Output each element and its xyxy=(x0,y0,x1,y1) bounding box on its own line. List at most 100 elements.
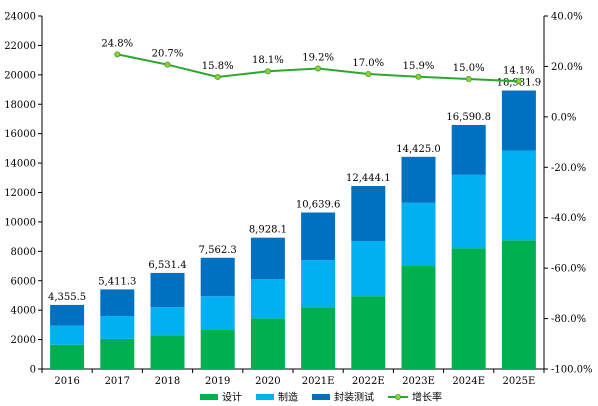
y-left-tick-label: 8000 xyxy=(11,247,36,258)
bar-segment xyxy=(351,296,386,369)
bar-segment xyxy=(200,330,235,369)
growth-rate-label: 24.8% xyxy=(101,38,133,49)
growth-rate-point xyxy=(515,78,522,85)
y-left-tick-label: 4000 xyxy=(11,306,36,317)
bar-segment xyxy=(50,325,85,345)
legend-label: 封装测试 xyxy=(334,391,374,404)
bar-segment xyxy=(401,266,436,369)
bar-segment xyxy=(501,240,536,369)
growth-rate-label: 18.1% xyxy=(252,55,284,66)
growth-rate-point xyxy=(415,73,422,80)
bar-segment xyxy=(401,156,436,203)
legend-label: 增长率 xyxy=(412,391,442,404)
bar-total-label: 4,355.5 xyxy=(48,292,86,303)
bar-segment xyxy=(100,338,135,369)
y-left-tick-label: 22000 xyxy=(4,41,36,52)
y-right-tick-label: 40.0% xyxy=(551,12,583,23)
x-tick-label: 2025E xyxy=(503,376,536,387)
y-right-tick-label: -40.0% xyxy=(551,213,586,224)
bar-total-label: 14,425.0 xyxy=(396,144,441,155)
y-left-tick-label: 24000 xyxy=(4,12,36,23)
total-labels: 4,355.5 5,411.3 6,531.4 7,562.3 8,928.1 10,63… xyxy=(48,78,541,303)
y-left-tick-label: 16000 xyxy=(4,129,36,140)
bar-segment xyxy=(150,272,185,308)
bar-segment xyxy=(250,318,285,369)
legend-label: 设计 xyxy=(222,391,242,404)
x-tick-label: 2022E xyxy=(352,376,385,387)
bar-total-label: 10,639.6 xyxy=(296,200,341,211)
bar-segment xyxy=(351,241,386,297)
growth-rate-label: 15.9% xyxy=(403,61,435,72)
bar-segment xyxy=(401,202,436,267)
x-tick-label: 2021E xyxy=(302,376,335,387)
bar-total-label: 12,444.1 xyxy=(346,173,391,184)
x-tick-label: 2019 xyxy=(205,376,230,387)
legend-swatch xyxy=(200,394,218,400)
growth-rate-label: 15.0% xyxy=(453,63,485,74)
bar-segment xyxy=(150,335,185,369)
axes: 0 2000 4000 6000 8000 10000 12000 14000 16000 180… xyxy=(4,12,592,388)
legend: 设计 制造 封装测试 增长率 xyxy=(200,391,442,404)
bar-segment xyxy=(451,174,486,249)
y-left-tick-label: 10000 xyxy=(4,217,36,228)
legend-swatch xyxy=(312,394,330,400)
bar-total-label: 8,928.1 xyxy=(249,225,287,236)
growth-rate-point xyxy=(465,76,472,83)
growth-rate-point xyxy=(315,65,322,72)
legend-line-marker xyxy=(394,393,401,400)
y-right-tick-label: -60.0% xyxy=(551,264,586,275)
y-left-tick-label: 6000 xyxy=(11,276,36,287)
growth-rate-point xyxy=(114,51,121,58)
x-tick-label: 2023E xyxy=(402,376,435,387)
growth-rate-label: 17.0% xyxy=(352,58,384,69)
y-left-tick-label: 12000 xyxy=(4,188,36,199)
bars xyxy=(50,90,536,369)
bar-segment xyxy=(351,185,386,242)
bar-segment xyxy=(451,248,486,369)
bar-segment xyxy=(451,124,486,175)
growth-rate-point xyxy=(214,74,221,81)
growth-rate-label: 20.7% xyxy=(152,49,184,60)
y-right-tick-label: 20.0% xyxy=(551,62,583,73)
bar-segment xyxy=(301,212,336,261)
bar-total-label: 5,411.3 xyxy=(98,276,136,287)
y-left-tick-label: 0 xyxy=(30,365,36,376)
bar-segment xyxy=(50,304,85,326)
growth-rate-label: 19.2% xyxy=(302,52,334,63)
x-tick-label: 2020 xyxy=(255,376,280,387)
x-tick-label: 2018 xyxy=(155,376,180,387)
growth-rate-point xyxy=(264,68,271,75)
y-left-tick-label: 2000 xyxy=(11,335,36,346)
legend-swatch xyxy=(256,394,274,400)
bar-segment xyxy=(200,257,235,297)
bar-segment xyxy=(100,289,135,317)
y-right-tick-label: -20.0% xyxy=(551,163,586,174)
y-left-tick-label: 18000 xyxy=(4,100,36,111)
x-tick-label: 2024E xyxy=(452,376,485,387)
bar-segment xyxy=(100,316,135,339)
legend-label: 制造 xyxy=(278,391,298,404)
growth-rate-point xyxy=(164,61,171,68)
bar-segment xyxy=(250,237,285,280)
bar-total-label: 6,531.4 xyxy=(148,260,186,271)
growth-rate-point xyxy=(365,70,372,77)
y-left-tick-label: 20000 xyxy=(4,70,36,81)
x-tick-label: 2016 xyxy=(54,376,79,387)
bar-segment xyxy=(200,296,235,331)
bar-total-label: 7,562.3 xyxy=(199,245,237,256)
bar-segment xyxy=(501,90,536,151)
bar-segment xyxy=(150,307,185,336)
bar-segment xyxy=(501,150,536,241)
y-left-tick-label: 14000 xyxy=(4,159,36,170)
growth-rate-label: 14.1% xyxy=(503,65,535,76)
growth-rate-line: 24.8% 20.7% 15.8% 18.1% 19.2% 17.0% 15.9% 15.0%… xyxy=(101,38,535,85)
growth-rate-label: 15.8% xyxy=(202,61,234,72)
y-right-tick-label: 0.0% xyxy=(551,112,576,123)
bar-segment xyxy=(50,344,85,369)
bar-total-label: 16,590.8 xyxy=(446,112,491,123)
bar-segment xyxy=(301,260,336,308)
y-right-tick-label: -100.0% xyxy=(551,365,593,376)
bar-segment xyxy=(250,279,285,319)
bar-segment xyxy=(301,307,336,369)
